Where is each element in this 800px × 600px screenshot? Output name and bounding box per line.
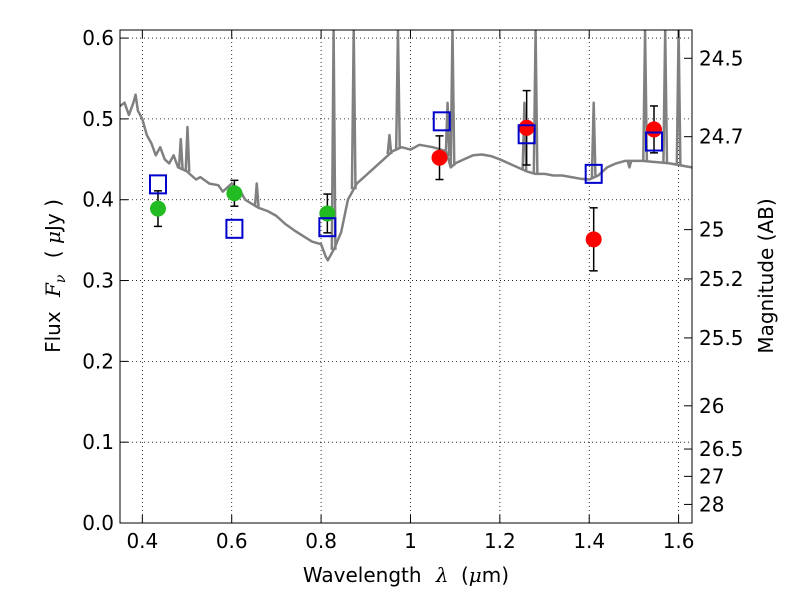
spectrum-emission-line <box>394 30 401 149</box>
y-axis-subscript: ν <box>53 274 69 283</box>
x-tick-label: 1.6 <box>663 529 695 553</box>
data-point-marker <box>431 149 448 166</box>
data-point-marker <box>226 185 243 202</box>
spectrum-emission-line <box>626 160 633 169</box>
x-axis-lambda: λ <box>435 563 449 587</box>
data-point-marker <box>585 231 602 248</box>
model-spectrum <box>120 30 692 262</box>
y2-tick-label: 25.2 <box>699 267 744 291</box>
x-tick-label: 0.4 <box>126 529 158 553</box>
x-axis-label: Wavelength λ (μm) <box>303 563 509 587</box>
y2-tick-label: 27 <box>699 464 724 488</box>
data-points <box>148 89 664 272</box>
model-square-marker <box>225 218 244 239</box>
x-tick-label: 0.6 <box>216 529 248 553</box>
spectrum-emission-line <box>253 182 260 207</box>
spectrum-emission-line <box>330 30 337 250</box>
x-axis-unit-rest: m) <box>482 563 509 587</box>
y2-tick-label: 25.5 <box>699 326 744 350</box>
y-axis-unit-mu: μ <box>41 231 65 244</box>
spectrum-emission-line <box>662 30 669 163</box>
spectrum-emission-line <box>184 125 191 172</box>
y-tick-label: 0.2 <box>82 349 114 373</box>
x-tick-label: 0.8 <box>305 529 337 553</box>
x-tick-label: 1.2 <box>484 529 516 553</box>
y-axis-unit-rest: Jy ) <box>41 199 65 233</box>
spectrum-emission-line <box>449 30 456 166</box>
model-square-marker <box>517 124 536 145</box>
x-axis-unit-open: ( <box>461 563 469 587</box>
y2-tick-label: 24.5 <box>699 46 744 70</box>
spectrum-emission-line <box>444 101 451 157</box>
spectrum-emission-line <box>521 101 528 171</box>
spectrum-emission-line <box>532 30 539 174</box>
model-square-marker <box>318 217 337 238</box>
x-axis-label-text: Wavelength <box>303 563 422 587</box>
y2-tick-label: 24.7 <box>699 125 744 149</box>
spectrum-emission-line <box>642 30 649 162</box>
y2-axis-label: Magnitude (AB) <box>754 198 778 353</box>
y-tick-label: 0.5 <box>82 107 114 131</box>
x-tick-label: 1 <box>404 529 417 553</box>
model-square-marker <box>584 163 603 184</box>
y-tick-label: 0.0 <box>82 511 114 535</box>
plot-frame <box>119 29 693 524</box>
model-square-marker <box>148 174 167 195</box>
y-tick-label: 0.6 <box>82 26 114 50</box>
data-point-marker <box>149 200 166 217</box>
y-axis-label: Flux Fν ( μJy ) <box>41 199 70 353</box>
spectrum-emission-line <box>590 101 597 178</box>
spectrum-emission-line <box>675 30 682 165</box>
data-point-marker <box>646 121 663 138</box>
x-tick-label: 1.4 <box>573 529 605 553</box>
spectrum-emission-line <box>177 137 184 169</box>
y-tick-label: 0.4 <box>82 188 114 212</box>
axes: 0.4 0.6 0.8 1 1.2 1.4 1.6 0.0 0.1 0.2 0.3 0.4 0.5 0.6… <box>82 26 743 553</box>
y2-tick-label: 25 <box>699 218 724 242</box>
y-axis-symbol: F <box>41 282 65 298</box>
y2-tick-label: 28 <box>699 492 724 516</box>
y2-tick-label: 26.5 <box>699 437 744 461</box>
grid-lines <box>120 30 692 523</box>
y-tick-label: 0.1 <box>82 430 114 454</box>
y-axis-unit-open: ( <box>41 250 65 258</box>
y-axis-label-prefix: Flux <box>41 311 65 353</box>
y-tick-label: 0.3 <box>82 269 114 293</box>
spectrum-continuum <box>120 93 692 262</box>
data-point-marker <box>518 119 535 136</box>
model-square-marker <box>645 131 664 152</box>
model-square-marker <box>432 111 451 132</box>
spectrum-emission-line <box>350 30 357 190</box>
spectrum-emission-line <box>386 133 393 155</box>
y2-tick-label: 26 <box>699 394 724 418</box>
x-axis-unit-mu: μ <box>469 563 482 587</box>
